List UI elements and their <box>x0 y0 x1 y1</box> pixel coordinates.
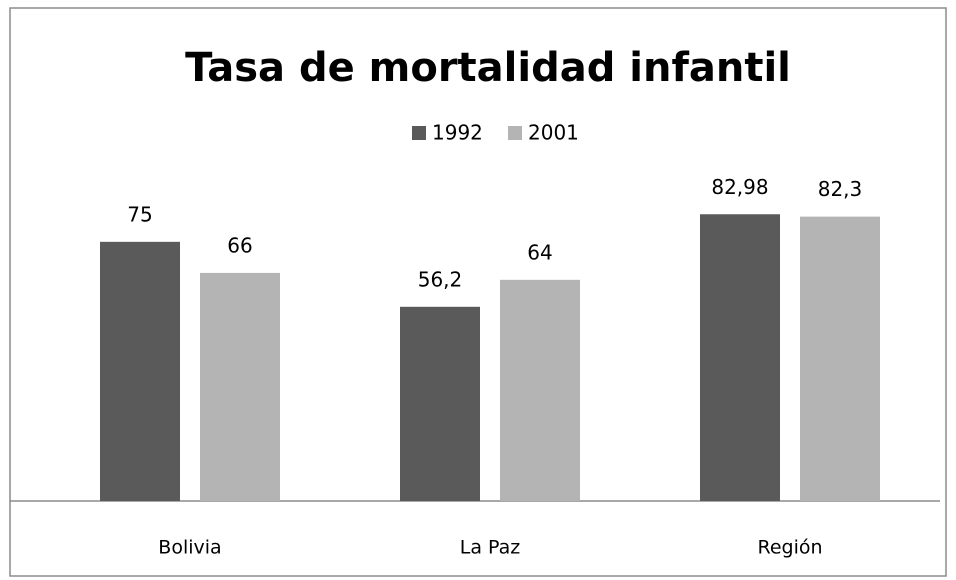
data-label: 75 <box>127 202 152 226</box>
data-label: 56,2 <box>418 267 463 291</box>
data-label: 82,3 <box>818 177 863 201</box>
x-tick-label: Región <box>757 537 822 559</box>
legend-label: 2001 <box>528 121 579 145</box>
data-label: 82,98 <box>711 175 768 199</box>
bar <box>400 306 480 501</box>
bar <box>100 241 180 502</box>
bar <box>500 279 580 501</box>
data-label: 66 <box>227 233 252 257</box>
chart-title: Tasa de mortalidad infantil <box>185 45 791 91</box>
x-tick-label: La Paz <box>460 537 521 559</box>
legend-swatch <box>412 126 426 140</box>
legend-label: 1992 <box>432 121 483 145</box>
bar <box>800 216 880 501</box>
data-label: 64 <box>527 240 552 264</box>
x-tick-label: Bolivia <box>158 537 221 559</box>
bar <box>200 272 280 501</box>
bar <box>700 214 780 501</box>
legend-swatch <box>508 126 522 140</box>
